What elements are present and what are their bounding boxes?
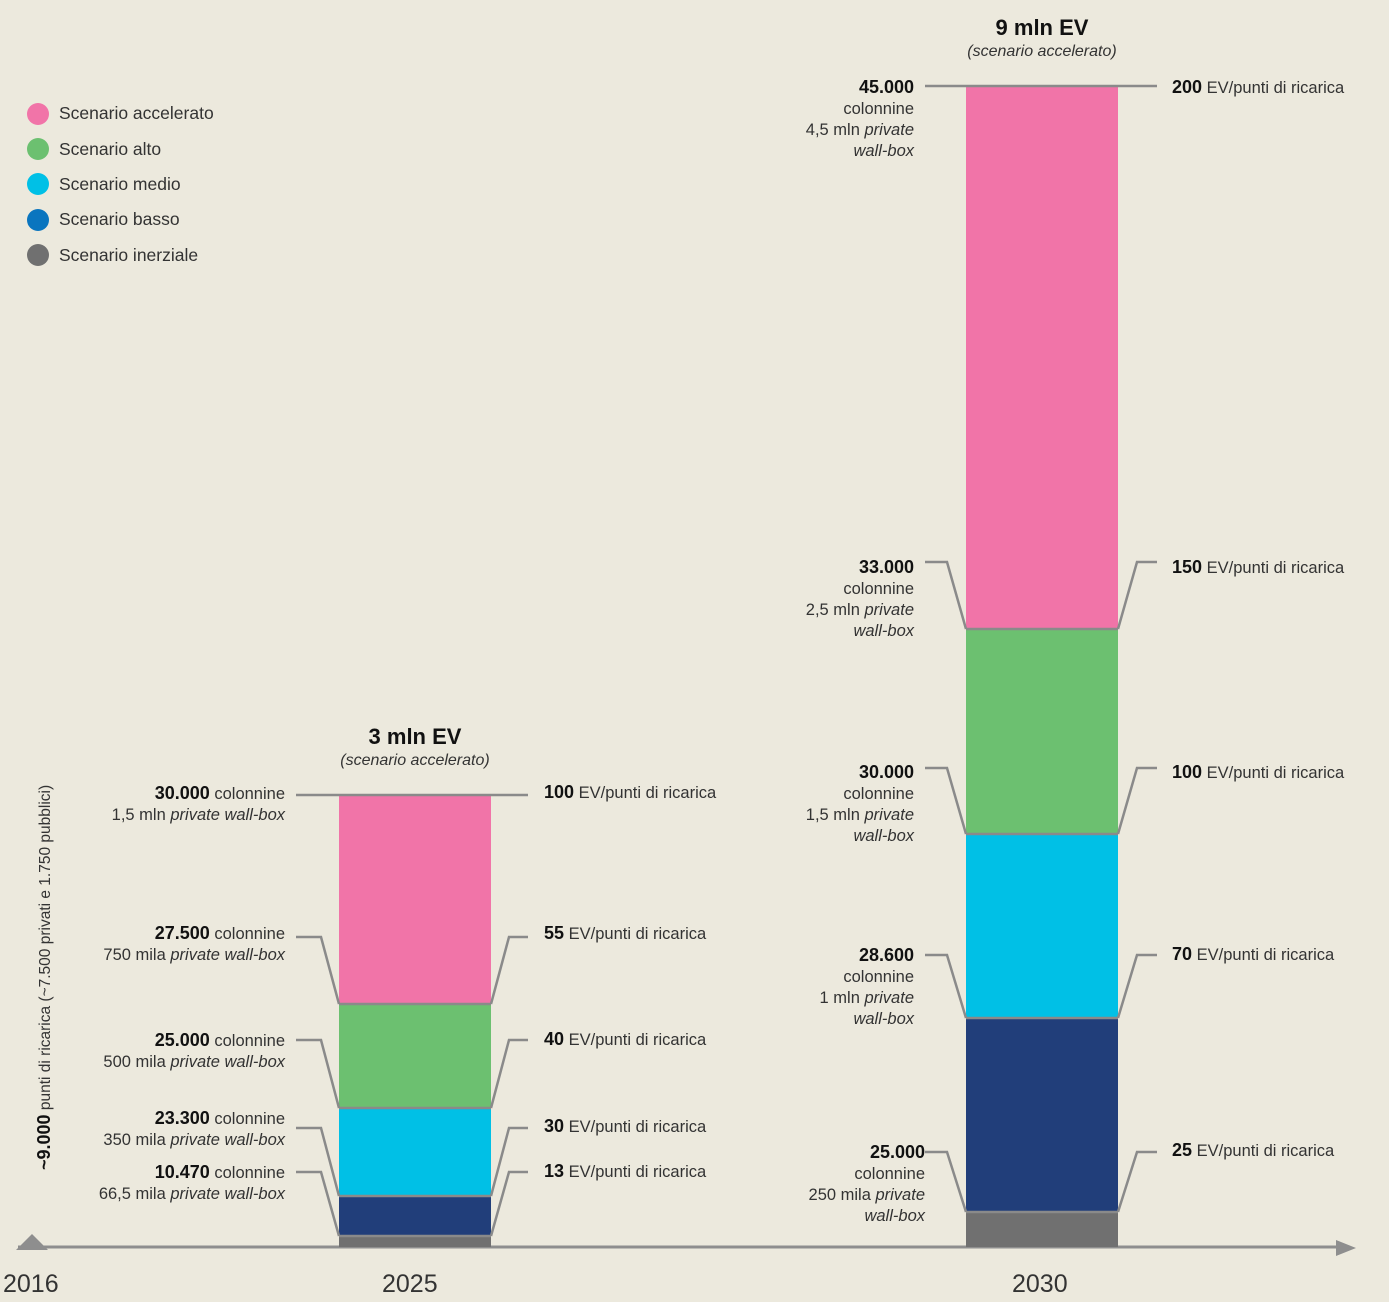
legend-item-basso: Scenario basso — [27, 202, 214, 237]
bar-2025-segment-4 — [339, 1004, 491, 1108]
bar-2025-segment-5 — [339, 795, 491, 1004]
leader-2030-right-4 — [1116, 560, 1157, 630]
bar-2025-segment-3 — [339, 1108, 491, 1196]
bar-2030-segment-2 — [966, 1018, 1118, 1212]
bar-2030-segment-4 — [966, 629, 1118, 834]
legend-swatch — [27, 244, 49, 267]
bar-title-sub: (scenario accelerato) — [340, 752, 490, 769]
label-2025-level-1: 10.470 colonnine 66,5 mila private wall-b… — [98, 1162, 285, 1203]
label-2030-level-1: 25.000 colonnine 250 mila private wall-box — [808, 1142, 925, 1225]
x-tick-2025: 2025 — [382, 1270, 438, 1298]
right-label-2030-level-3: 100 EV/punti di ricarica — [1172, 762, 1345, 782]
right-label-2030-level-2: 70 EV/punti di ricarica — [1172, 944, 1335, 964]
label-2025-level-3: 25.000 colonnine 500 mila private wall-bo… — [103, 1030, 285, 1071]
right-label-2025-level-5: 100 EV/punti di ricarica — [544, 782, 717, 802]
bar-title-sub: (scenario accelerato) — [967, 43, 1117, 60]
right-label-2030-level-5: 200 EV/punti di ricarica — [1172, 77, 1345, 97]
leader-2030-left-1 — [925, 1150, 968, 1213]
label-2030-level-3: 30.000 colonnine 1,5 mln private wall-box — [805, 762, 914, 845]
legend-item-accelerato: Scenario accelerato — [27, 96, 214, 131]
bar-2025-segment-2 — [339, 1196, 491, 1236]
right-label-2025-level-4: 55 EV/punti di ricarica — [544, 923, 707, 943]
bar-title-main: 9 mln EV — [995, 15, 1089, 40]
bar-title-2025: 3 mln EV (scenario accelerato) — [265, 724, 565, 770]
x-tick-2016: 2016 — [3, 1270, 59, 1298]
leader-2030-right-2 — [1116, 953, 1157, 1019]
right-label-2025-level-2: 30 EV/punti di ricarica — [544, 1116, 707, 1136]
bar-2030-segment-5 — [966, 86, 1118, 629]
x-axis-arrow-start — [16, 1234, 48, 1250]
x-axis-arrow-right — [1336, 1240, 1356, 1256]
y-axis-label: ~9.000 punti di ricarica (~7.500 privati… — [34, 785, 55, 1170]
leader-2025-left-2 — [296, 1126, 341, 1197]
legend-swatch — [27, 138, 49, 161]
right-label-2025-level-3: 40 EV/punti di ricarica — [544, 1029, 707, 1049]
right-label-2025-level-1: 13 EV/punti di ricarica — [544, 1161, 707, 1181]
leader-2030-left-3 — [925, 766, 968, 835]
y-axis-label-bold: ~9.000 — [34, 1114, 54, 1170]
bar-title-2030: 9 mln EV (scenario accelerato) — [892, 15, 1192, 61]
leader-2025-right-4 — [489, 935, 528, 1005]
legend-swatch — [27, 173, 49, 196]
bar-title-main: 3 mln EV — [368, 724, 462, 749]
leader-2030-right-3 — [1116, 766, 1157, 835]
x-tick-2030: 2030 — [1012, 1270, 1068, 1298]
legend-label: Scenario medio — [59, 173, 181, 194]
legend-label: Scenario accelerato — [59, 103, 214, 124]
leader-2030-left-2 — [925, 953, 968, 1019]
legend-label: Scenario alto — [59, 138, 162, 159]
label-2025-level-2: 23.300 colonnine 350 mila private wall-bo… — [103, 1108, 285, 1149]
leader-2025-left-1 — [296, 1170, 341, 1237]
label-2025-level-4: 27.500 colonnine 750 mila private wall-bo… — [103, 923, 285, 964]
bar-2030-segment-1 — [966, 1212, 1118, 1247]
legend-item-inerziale: Scenario inerziale — [27, 238, 214, 273]
legend-label: Scenario basso — [59, 209, 180, 230]
label-2030-level-4: 33.000 colonnine 2,5 mln private wall-box — [805, 557, 914, 640]
leader-2025-right-3 — [489, 1038, 528, 1109]
legend: Scenario accelerato Scenario alto Scenar… — [27, 96, 214, 273]
legend-item-alto: Scenario alto — [27, 131, 214, 166]
legend-swatch — [27, 102, 49, 125]
leader-2025-left-3 — [296, 1038, 341, 1109]
leader-2025-right-1 — [489, 1170, 528, 1237]
legend-label: Scenario inerziale — [59, 244, 199, 265]
label-2025-level-5: 30.000 colonnine 1,5 mln private wall-box — [111, 783, 285, 824]
leader-2030-right-1 — [1116, 1150, 1157, 1213]
bar-2030-segment-3 — [966, 834, 1118, 1018]
right-label-2030-level-4: 150 EV/punti di ricarica — [1172, 557, 1345, 577]
bar-2025-segment-1 — [339, 1236, 491, 1247]
right-label-2030-level-1: 25 EV/punti di ricarica — [1172, 1140, 1335, 1160]
leader-2025-left-4 — [296, 935, 341, 1005]
leader-2030-left-4 — [925, 560, 968, 630]
legend-swatch — [27, 208, 49, 231]
y-axis-label-text: punti di ricarica (~7.500 privati e 1.75… — [37, 784, 54, 1115]
legend-item-medio: Scenario medio — [27, 167, 214, 202]
label-2030-level-5: 45.000 colonnine 4,5 mln private wall-box — [805, 77, 914, 160]
label-2030-level-2: 28.600 colonnine 1 mln private wall-box — [819, 945, 914, 1028]
leader-2025-right-2 — [489, 1126, 528, 1197]
